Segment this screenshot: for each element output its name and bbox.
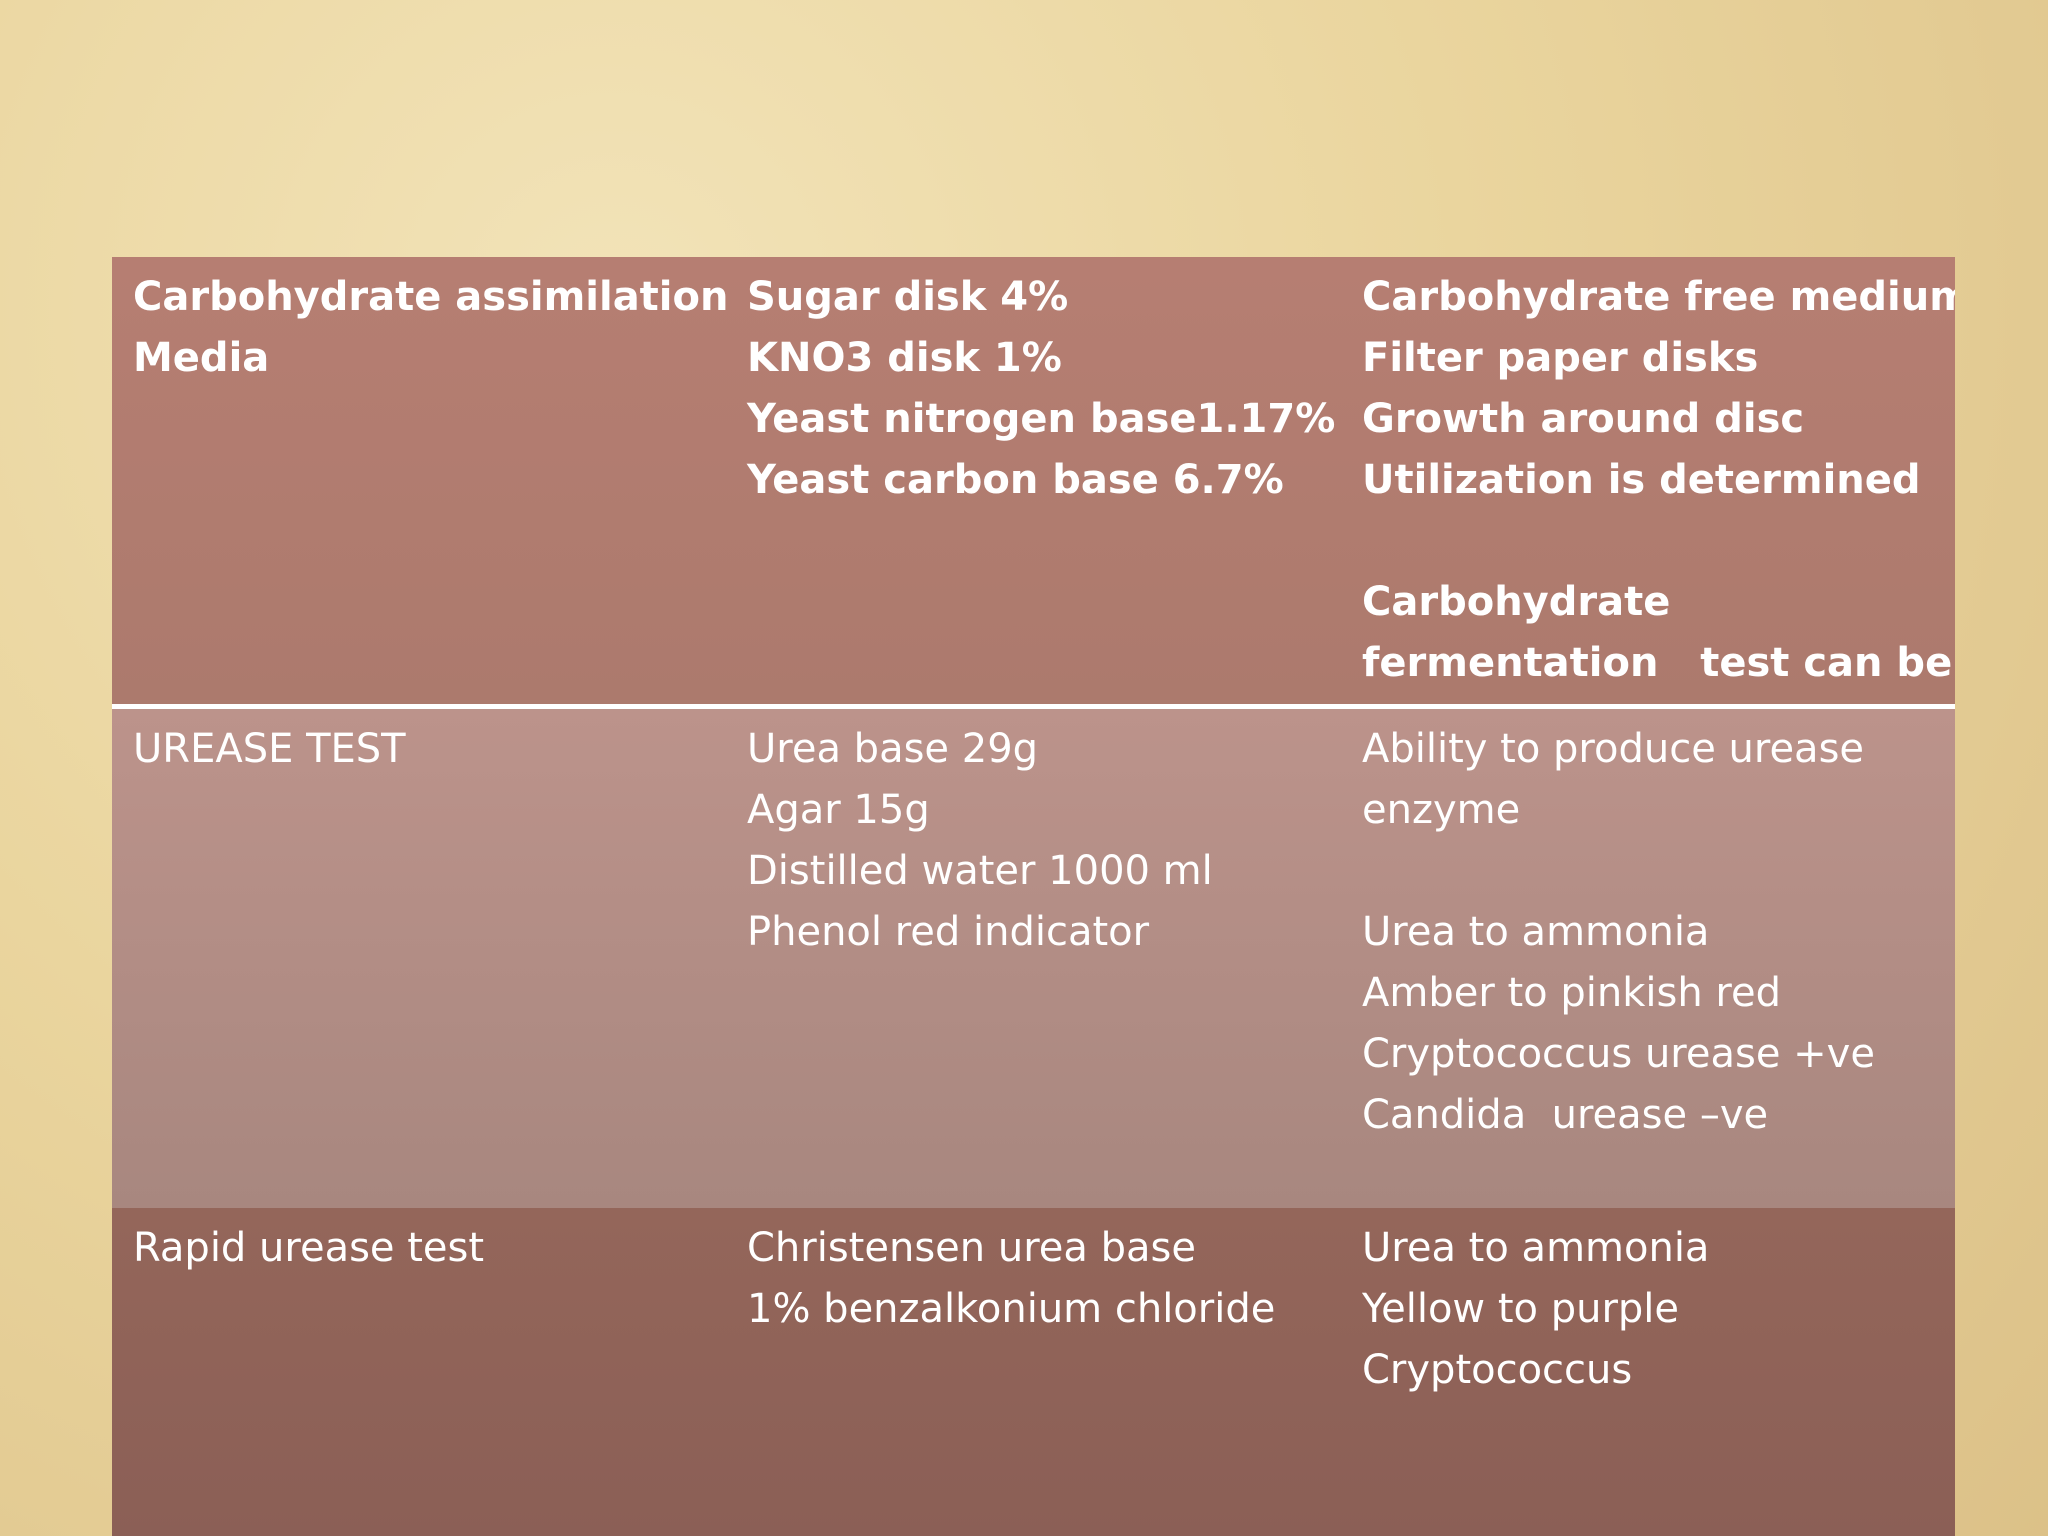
table-cell: Ability to produce urease enzyme Urea to a… — [1362, 719, 1875, 1146]
row-separator — [112, 704, 1955, 709]
cell-text: Candida urease –ve — [1362, 1092, 1769, 1138]
cell-text: Yellow to purple — [1362, 1286, 1680, 1332]
cell-text: Yeast carbon base 6.7% — [747, 457, 1284, 503]
cell-paragraph: Urea base 29g Agar 15g Distilled water 100… — [747, 719, 1213, 963]
cell-text: 1% benzalkonium chloride — [747, 1286, 1276, 1332]
table-cell: Carbohydrate assimilation Media — [133, 267, 728, 389]
table-row: Carbohydrate assimilation Media Sugar disk… — [112, 257, 1955, 704]
cell-paragraph: Urea to ammonia Yellow to purple Cryptococ… — [1362, 1218, 1709, 1401]
cell-text: Distilled water 1000 ml — [747, 848, 1213, 894]
cell-text: Cryptococcus — [1362, 1347, 1633, 1393]
cell-text: KNO3 disk 1% — [747, 335, 1062, 381]
cell-paragraph: Carbohydrate fermentation test can be — [1362, 572, 1955, 694]
cell-text: Amber to pinkish red — [1362, 970, 1781, 1016]
cell-text: Ability to produce urease — [1362, 726, 1865, 772]
cell-text: Yeast nitrogen base1.17% — [747, 396, 1336, 442]
cell-paragraph: Rapid urease test — [133, 1218, 484, 1279]
cell-text: enzyme — [1362, 787, 1521, 833]
table-cell: Rapid urease test — [133, 1218, 484, 1279]
table-cell: UREASE TEST — [133, 719, 406, 780]
cell-text: Utilization is determined — [1362, 457, 1921, 503]
cell-text: Growth around disc — [1362, 396, 1805, 442]
cell-text: Urea to ammonia — [1362, 1225, 1710, 1271]
cell-paragraph: Urea to ammonia Amber to pinkish red Crypt… — [1362, 902, 1875, 1146]
cell-text: Agar 15g — [747, 787, 930, 833]
cell-text: Media — [133, 335, 270, 381]
cell-text: Urea to ammonia — [1362, 909, 1710, 955]
cell-text: fermentation test can be — [1362, 640, 1953, 686]
cell-text: Rapid urease test — [133, 1225, 485, 1271]
cell-text: Carbohydrate free medium — [1362, 274, 1955, 320]
table-cell: Sugar disk 4% KNO3 disk 1% Yeast nitrogen … — [747, 267, 1335, 511]
cell-paragraph: UREASE TEST — [133, 719, 406, 780]
cell-paragraph: Carbohydrate assimilation Media — [133, 267, 728, 389]
table-row: Rapid urease test Christensen urea base 1%… — [112, 1208, 1955, 1536]
table-cell: Urea to ammonia Yellow to purple Cryptococ… — [1362, 1218, 1709, 1401]
cell-text: Cryptococcus urease +ve — [1362, 1031, 1875, 1077]
table-cell: Carbohydrate free medium Filter paper dis… — [1362, 267, 1955, 694]
cell-text: Christensen urea base — [747, 1225, 1196, 1271]
table-cell: Christensen urea base 1% benzalkonium chl… — [747, 1218, 1275, 1340]
cell-paragraph: Ability to produce urease enzyme — [1362, 719, 1875, 841]
cell-text: UREASE TEST — [133, 726, 406, 772]
cell-text: Filter paper disks — [1362, 335, 1759, 381]
cell-paragraph: Carbohydrate free medium Filter paper dis… — [1362, 267, 1955, 511]
cell-paragraph: Christensen urea base 1% benzalkonium chl… — [747, 1218, 1275, 1340]
table-cell: Urea base 29g Agar 15g Distilled water 100… — [747, 719, 1213, 963]
cell-text: Sugar disk 4% — [747, 274, 1069, 320]
table-row: UREASE TEST Urea base 29g Agar 15g Distille… — [112, 709, 1955, 1208]
cell-text: Carbohydrate — [1362, 579, 1671, 625]
cell-text: Phenol red indicator — [747, 909, 1150, 955]
cell-text: Carbohydrate assimilation — [133, 274, 729, 320]
cell-paragraph: Sugar disk 4% KNO3 disk 1% Yeast nitrogen … — [747, 267, 1335, 511]
cell-text: Urea base 29g — [747, 726, 1039, 772]
